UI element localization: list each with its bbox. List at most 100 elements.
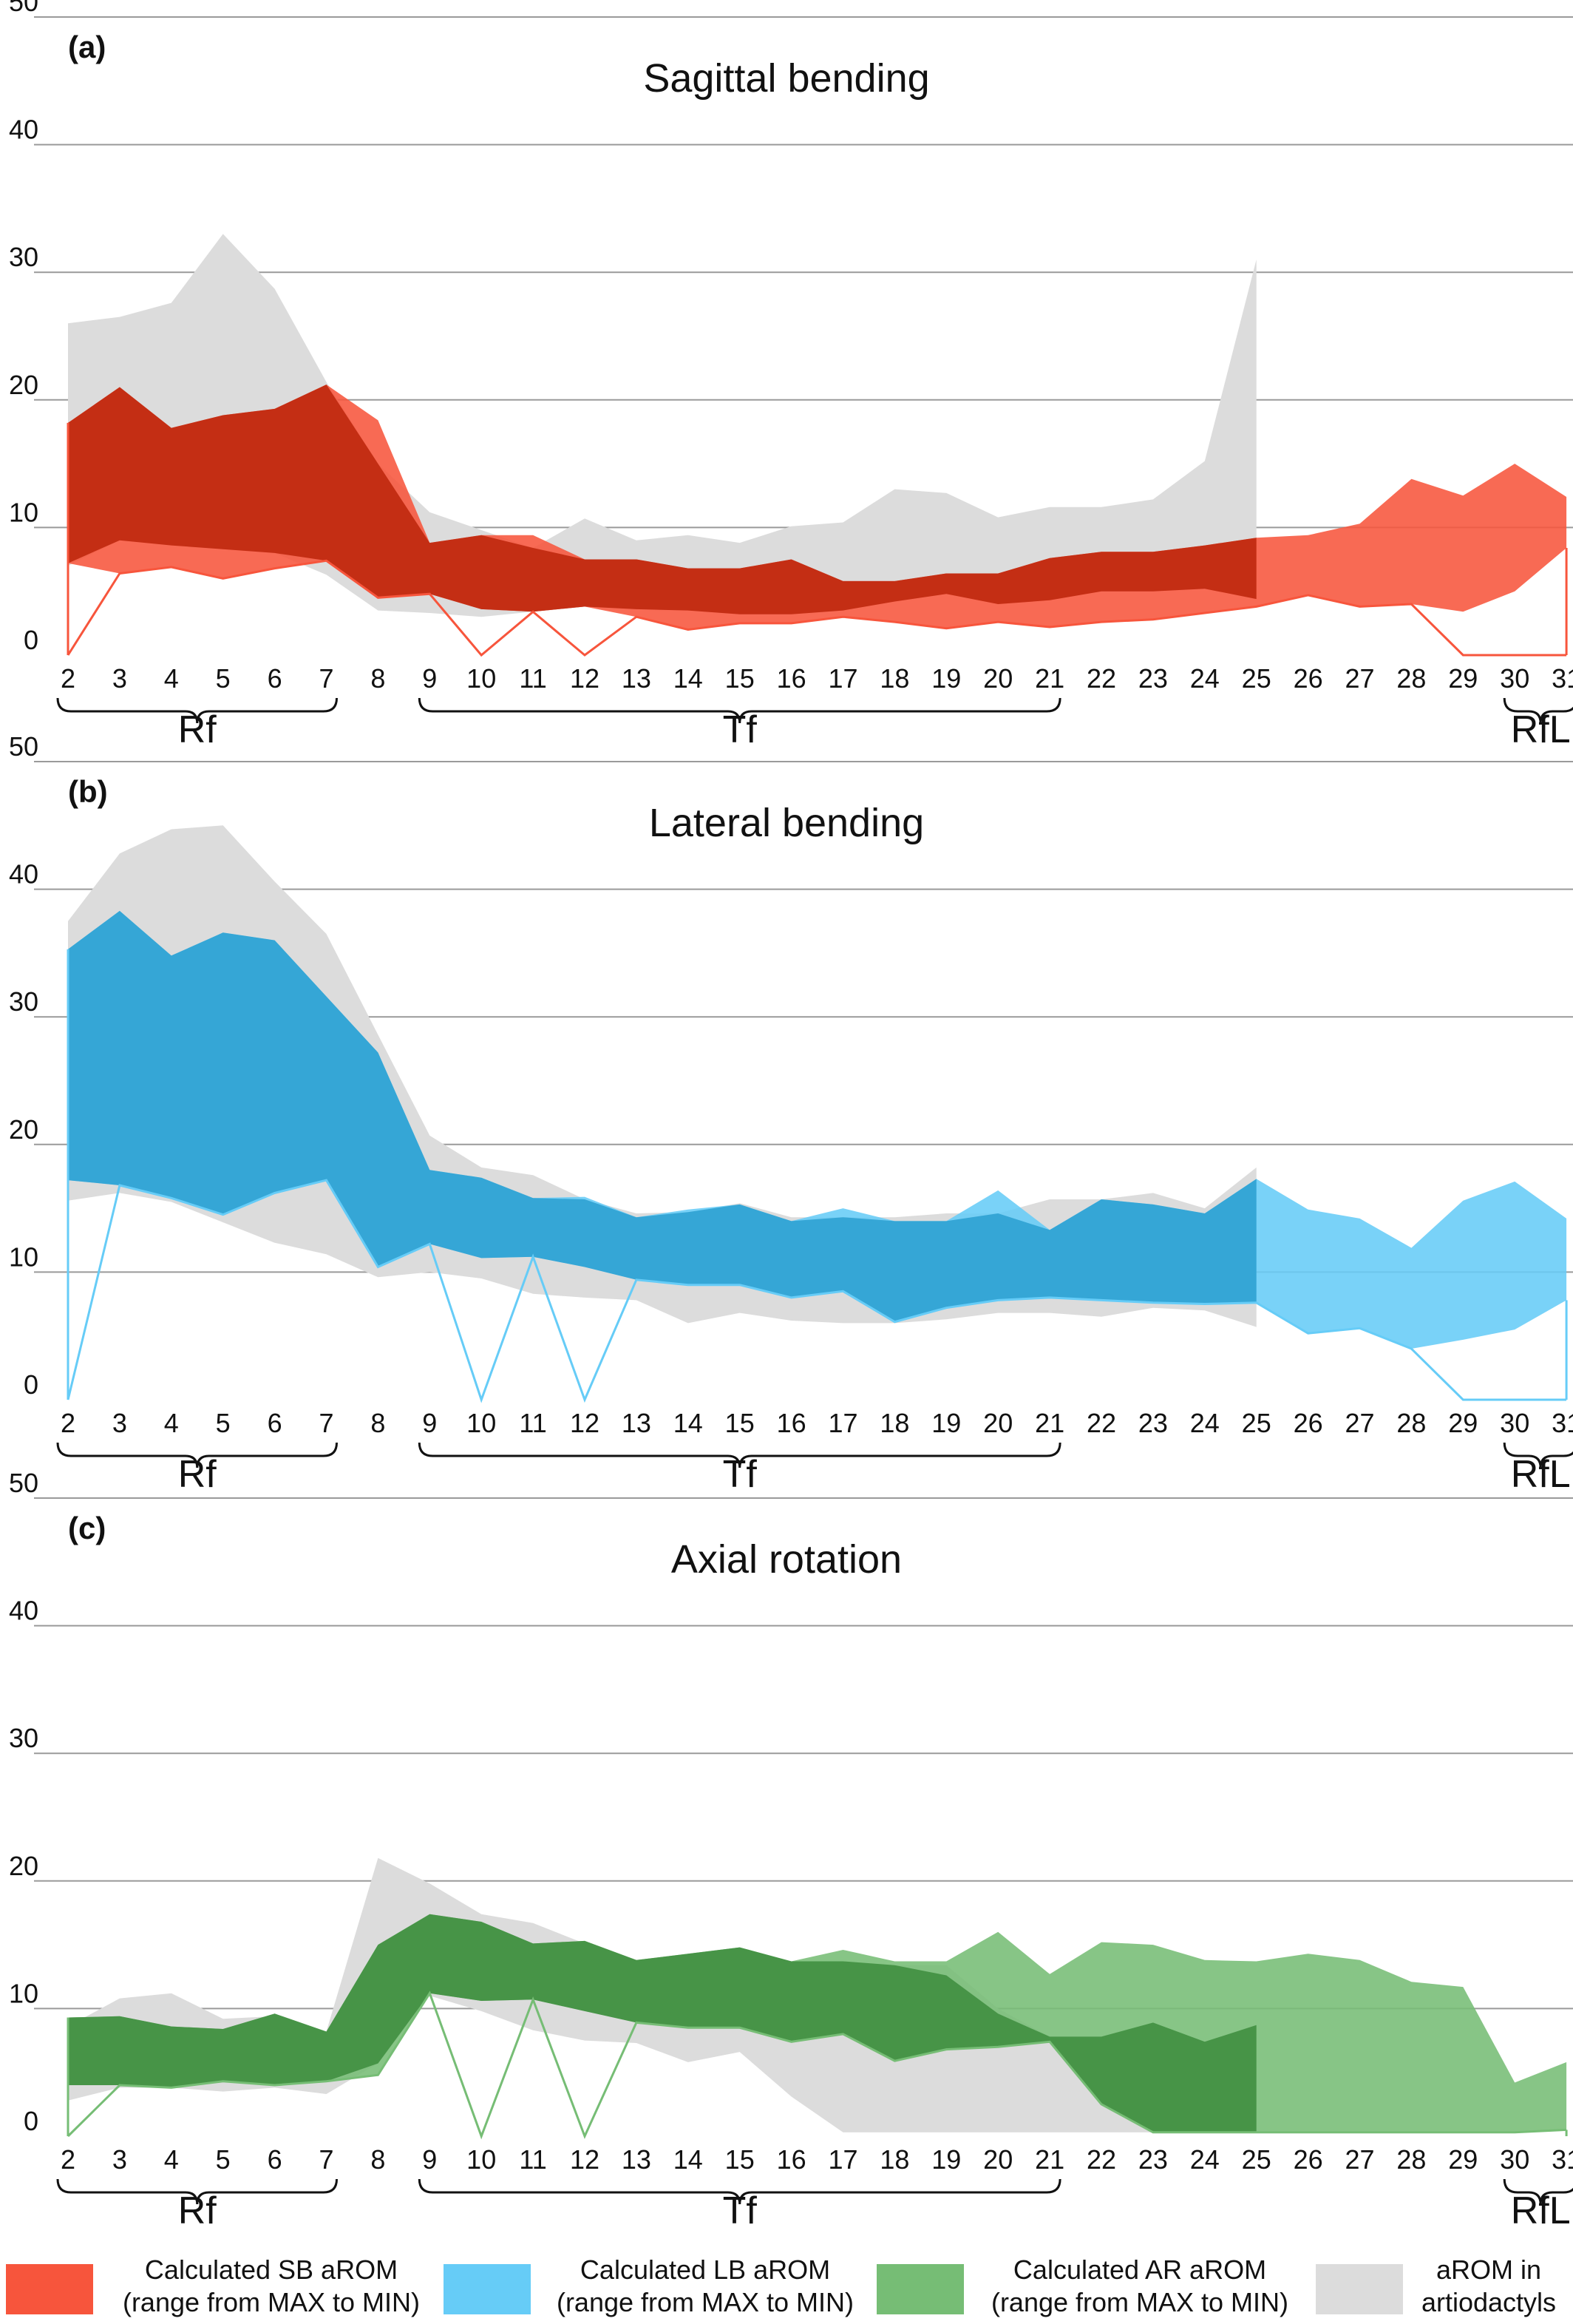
x-tick-label: 2 [61, 1408, 75, 1438]
x-tick-label: 10 [466, 1408, 496, 1438]
y-tick-label: 10 [9, 1241, 38, 1272]
legend-label-ar-line2: (range from MAX to MIN) [991, 2287, 1289, 2317]
x-tick-label: 20 [983, 1408, 1013, 1438]
x-tick-label: 12 [570, 663, 599, 694]
x-tick-label: 6 [268, 2144, 282, 2175]
chart-title: Lateral bending [649, 801, 924, 845]
legend-item-grey: aROM in artiodactyls [1316, 2249, 1573, 2324]
x-tick-label: 3 [112, 1408, 127, 1438]
x-tick-label: 13 [622, 663, 651, 694]
x-tick-label: 26 [1294, 2144, 1323, 2175]
series-sb_dark-overlap-area [68, 384, 1257, 614]
chart-title: Axial rotation [671, 1537, 902, 1582]
group-bracket [56, 1442, 338, 1468]
chart-title: Sagittal bending [643, 56, 929, 101]
x-tick-label: 12 [570, 1408, 599, 1438]
x-tick-label: 18 [880, 1408, 909, 1438]
x-tick-label: 15 [725, 1408, 755, 1438]
x-tick-label: 27 [1345, 2144, 1374, 2175]
x-tick-label: 30 [1500, 1408, 1529, 1438]
x-tick-label: 19 [931, 2144, 961, 2175]
y-tick-label: 10 [9, 1978, 38, 2008]
x-tick-label: 28 [1396, 1408, 1426, 1438]
legend-label-sb: Calculated SB aROM (range from MAX to MI… [99, 2254, 444, 2319]
x-tick-label: 30 [1500, 663, 1529, 694]
group-bracket [418, 2178, 1061, 2205]
x-tick-label: 25 [1242, 1408, 1271, 1438]
y-tick-label: 20 [9, 1114, 38, 1145]
x-tick-label: 11 [519, 663, 546, 694]
x-tick-label: 4 [164, 1408, 179, 1438]
group-bracket [418, 697, 1061, 724]
x-tick-label: 3 [112, 2144, 127, 2175]
x-tick-label: 28 [1396, 663, 1426, 694]
x-tick-label: 25 [1242, 663, 1271, 694]
panel-label: (a) [68, 30, 106, 64]
y-tick-label: 50 [9, 731, 38, 762]
x-tick-label: 8 [370, 1408, 385, 1438]
x-tick-label: 7 [319, 663, 333, 694]
series-ar_dark-overlap-area [68, 1914, 1257, 2132]
series-sb-min-outline [67, 559, 1567, 657]
group-label: Tf [723, 2189, 758, 2232]
x-tick-label: 9 [422, 2144, 437, 2175]
x-tick-label: 16 [777, 663, 806, 694]
x-tick-label: 23 [1138, 1408, 1168, 1438]
x-tick-label: 19 [931, 1408, 961, 1438]
legend-label-ar-line1: Calculated AR aROM [1013, 2254, 1267, 2285]
series-lb-min-outline [67, 1179, 1567, 1403]
group-bracket [1503, 697, 1573, 724]
x-tick-label: 21 [1035, 2144, 1064, 2175]
x-tick-label: 14 [673, 663, 703, 694]
x-tick-label: 5 [216, 663, 231, 694]
series-ar-min-outline [67, 1991, 1567, 2140]
x-tick-label: 26 [1294, 663, 1323, 694]
x-tick-label: 8 [370, 2144, 385, 2175]
x-tick-label: 31 [1552, 1408, 1573, 1438]
panel-label: (b) [68, 774, 108, 809]
x-tick-label: 10 [466, 2144, 496, 2175]
x-tick-label: 15 [725, 663, 755, 694]
legend-swatch-grey [1316, 2264, 1403, 2314]
y-tick-label: 50 [9, 0, 38, 17]
legend-swatch-ar [877, 2264, 964, 2314]
x-tick-label: 31 [1552, 663, 1573, 694]
y-tick-label: 30 [9, 242, 38, 272]
y-tick-label: 0 [24, 1369, 38, 1400]
legend-label-sb-line2: (range from MAX to MIN) [122, 2287, 421, 2317]
y-tick-label: 0 [24, 2106, 38, 2136]
x-tick-label: 24 [1190, 663, 1220, 694]
x-tick-label: 30 [1500, 2144, 1529, 2175]
legend-label-grey-line1: aROM in [1436, 2254, 1542, 2285]
x-tick-label: 22 [1087, 1408, 1116, 1438]
legend-item-lb: Calculated LB aROM (range from MAX to MI… [444, 2249, 880, 2324]
x-tick-label: 4 [164, 663, 179, 694]
x-tick-label: 3 [112, 663, 127, 694]
x-tick-label: 15 [725, 2144, 755, 2175]
group-label: RfL [1511, 708, 1571, 751]
x-tick-label: 25 [1242, 2144, 1271, 2175]
legend-item-ar: Calculated AR aROM (range from MAX to MI… [877, 2249, 1316, 2324]
x-tick-label: 29 [1448, 2144, 1478, 2175]
x-tick-label: 5 [216, 2144, 231, 2175]
x-tick-label: 20 [983, 2144, 1013, 2175]
x-tick-label: 17 [828, 1408, 857, 1438]
legend-label-lb-line2: (range from MAX to MIN) [556, 2287, 855, 2317]
legend-item-sb: Calculated SB aROM (range from MAX to MI… [0, 2249, 444, 2324]
x-tick-label: 7 [319, 1408, 333, 1438]
x-tick-label: 20 [983, 663, 1013, 694]
x-tick-label: 10 [466, 663, 496, 694]
x-tick-label: 27 [1345, 1408, 1374, 1438]
group-label: Tf [723, 1453, 758, 1496]
x-tick-label: 7 [319, 2144, 333, 2175]
group-bracket [1503, 1442, 1573, 1468]
x-tick-label: 23 [1138, 663, 1168, 694]
group-label: Rf [178, 708, 217, 751]
x-tick-label: 29 [1448, 1408, 1478, 1438]
legend-label-lb-line1: Calculated LB aROM [580, 2254, 831, 2285]
x-tick-label: 9 [422, 1408, 437, 1438]
legend-swatch-sb [6, 2264, 93, 2314]
x-tick-label: 22 [1087, 2144, 1116, 2175]
